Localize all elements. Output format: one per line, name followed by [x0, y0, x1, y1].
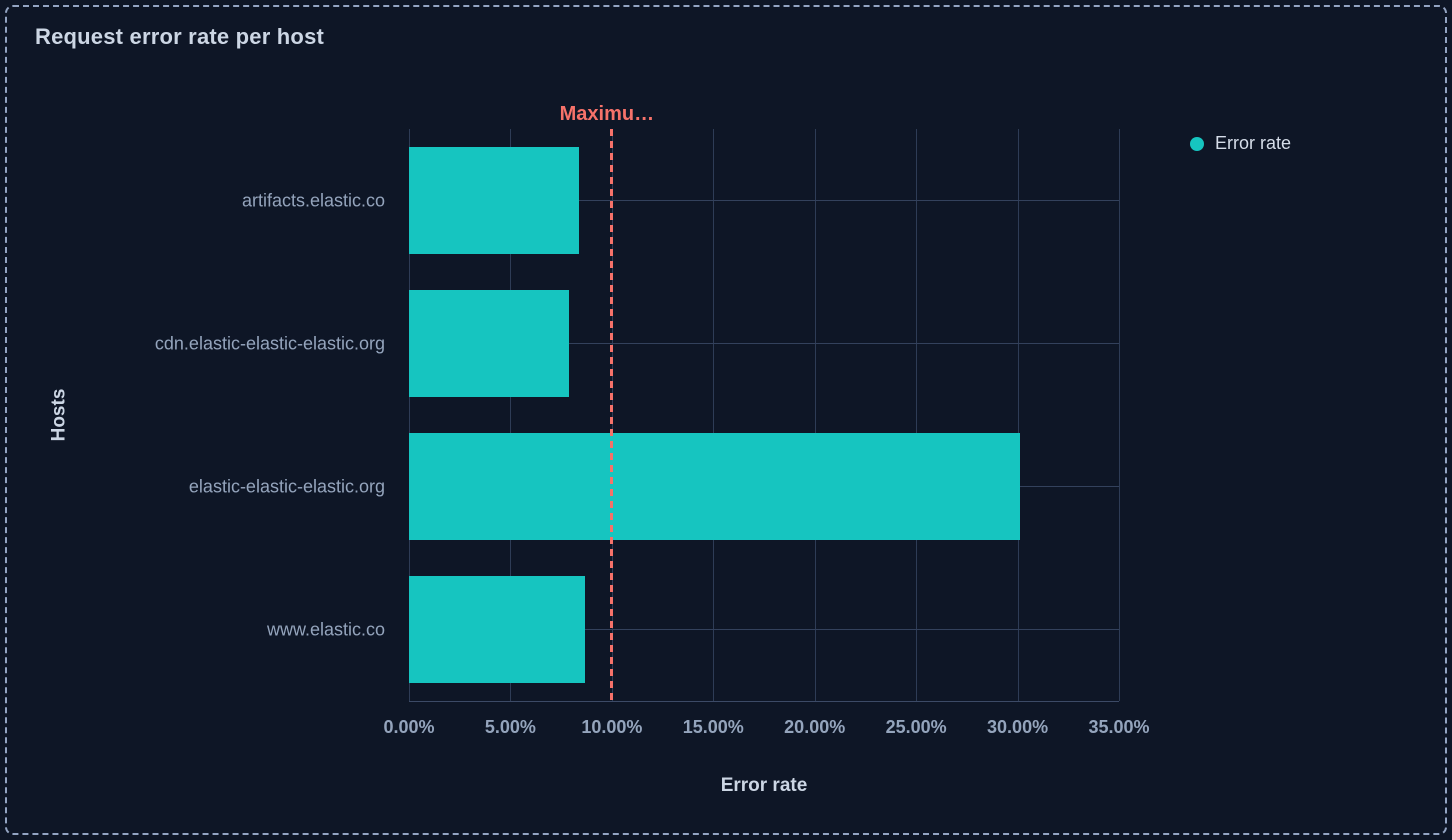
error-rate-bar[interactable]: [409, 433, 1020, 540]
y-axis-labels: artifacts.elastic.co cdn.elastic-elastic-…: [7, 129, 397, 701]
vertical-gridline: [409, 129, 410, 701]
y-category-label: www.elastic.co: [266, 619, 385, 639]
plot-area: [409, 129, 1120, 702]
vertical-gridline: [510, 129, 512, 701]
vertical-gridline: [916, 129, 918, 701]
error-rate-bar[interactable]: [409, 576, 586, 683]
error-rate-bar[interactable]: [409, 147, 580, 254]
x-tick-label: 25.00%: [885, 717, 947, 737]
vertical-gridline: [1017, 129, 1019, 701]
x-tick-label: 20.00%: [784, 717, 846, 737]
threshold-line: [610, 129, 614, 701]
chart-panel: Request error rate per host Error rate H…: [5, 5, 1447, 835]
x-tick-label: 30.00%: [987, 717, 1049, 737]
horizontal-gridline: [409, 343, 1119, 344]
x-tick-label: 5.00%: [484, 717, 536, 737]
x-tick-label: 10.00%: [581, 717, 643, 737]
x-axis-tick-labels: 0.00% 5.00% 10.00% 15.00% 20.00% 25.00% 30.00%…: [383, 717, 1149, 741]
y-category-label: elastic-elastic-elastic.org: [188, 476, 385, 496]
error-rate-bar[interactable]: [409, 290, 570, 397]
y-category-label: cdn.elastic-elastic-elastic.org: [154, 333, 385, 353]
threshold-label: Maximu…: [559, 103, 655, 125]
vertical-gridline: [814, 129, 816, 701]
x-tick-label: 0.00%: [383, 717, 435, 737]
y-category-label: artifacts.elastic.co: [241, 190, 385, 210]
legend-item-error-rate[interactable]: Error rate: [1190, 133, 1291, 154]
x-axis-line: [409, 701, 1119, 702]
vertical-gridline: [713, 129, 715, 701]
panel-title: Request error rate per host: [35, 24, 325, 49]
legend-dot-icon: [1190, 136, 1204, 151]
horizontal-gridline: [409, 629, 1119, 630]
legend-label: Error rate: [1215, 133, 1292, 153]
x-axis-title: Error rate: [720, 775, 808, 796]
x-tick-label: 15.00%: [682, 717, 744, 737]
x-tick-label: 35.00%: [1088, 717, 1150, 737]
vertical-gridline: [1119, 129, 1120, 701]
horizontal-gridline: [409, 200, 1119, 201]
